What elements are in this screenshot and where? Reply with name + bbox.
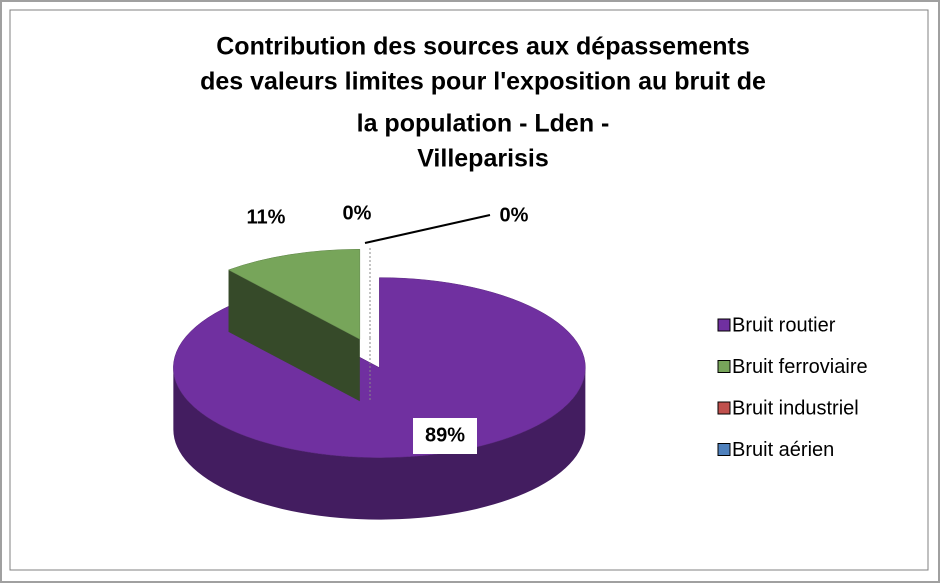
data-label: 89% (425, 424, 465, 446)
data-label: 11% (247, 206, 286, 228)
data-label: 0% (500, 204, 529, 226)
legend-label: Bruit ferroviaire (732, 356, 868, 378)
legend-label: Bruit aérien (732, 439, 834, 461)
legend-swatch (717, 318, 731, 332)
legend-label: Bruit routier (732, 314, 836, 336)
legend-label: Bruit industriel (732, 397, 859, 419)
data-label: 0% (343, 202, 372, 224)
plot-frame (9, 9, 929, 571)
chart-title: Villeparisis (417, 145, 549, 173)
legend-swatch (717, 401, 731, 415)
leader-line (364, 214, 491, 244)
chart-title: Contribution des sources aux dépassement… (216, 33, 749, 61)
legend-swatch (717, 443, 731, 456)
chart-title: des valeurs limites pour l'exposition au… (200, 68, 766, 96)
slice (227, 248, 361, 340)
slice-wall (228, 269, 360, 402)
chart-title: la population - Lden - (357, 110, 610, 138)
legend-swatch (717, 360, 731, 373)
label-box (413, 418, 477, 454)
slice-side (173, 367, 586, 520)
